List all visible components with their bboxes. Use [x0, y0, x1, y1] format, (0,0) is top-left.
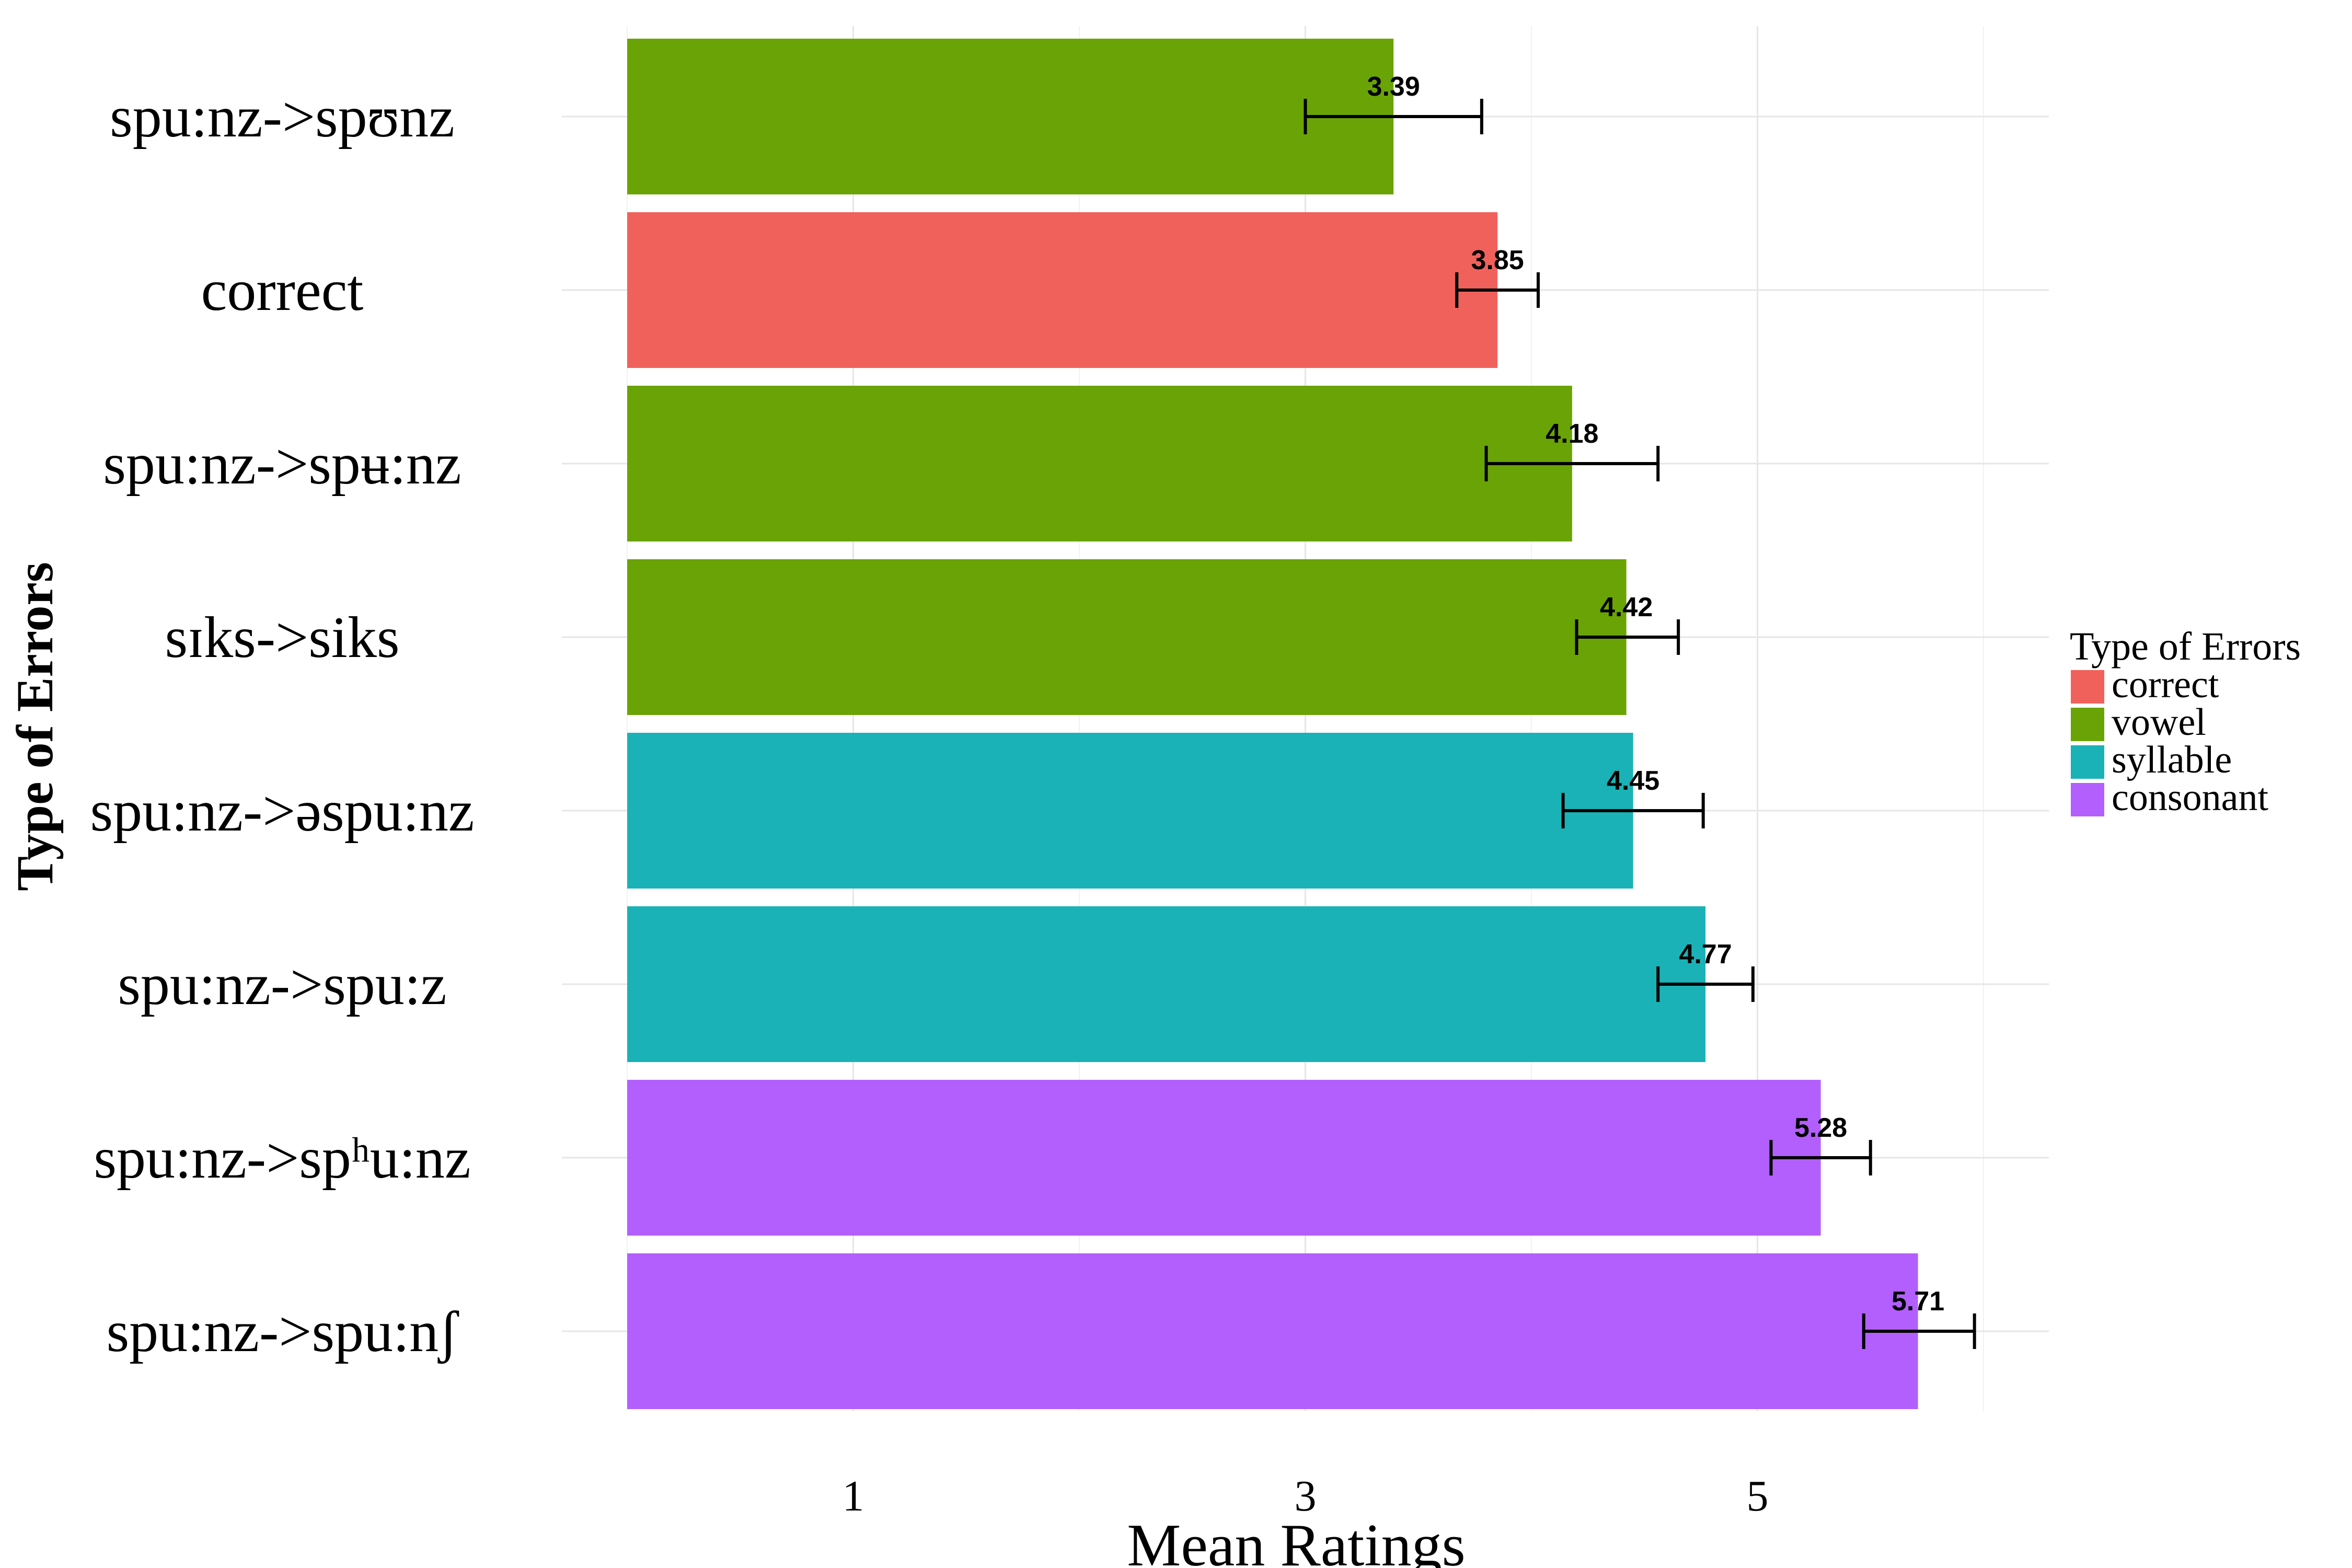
data-label: 5.28	[1794, 1113, 1847, 1143]
data-label: 4.18	[1546, 419, 1598, 449]
error-bars-group	[1304, 99, 1976, 1349]
data-label: 4.42	[1600, 592, 1653, 622]
legend-swatch	[2071, 708, 2104, 741]
category-label: spu:nz->spʊnz	[110, 85, 455, 149]
legend: Type of Errors correctvowelsyllableconso…	[2070, 625, 2301, 819]
legend-label: syllable	[2112, 739, 2232, 781]
bar	[627, 906, 1706, 1062]
legend-swatch	[2071, 670, 2104, 704]
data-labels-group: 3.39 3.85 4.18 4.42 4.45 4.77 5.28 5.71	[1367, 72, 1945, 1317]
category-label: spu:nz->spu:nʃ	[107, 1299, 460, 1364]
x-tick-labels-group: 1 3 5	[843, 1472, 1769, 1520]
data-label: 3.85	[1471, 245, 1524, 275]
data-label: 4.45	[1607, 766, 1659, 796]
bar	[627, 733, 1633, 889]
category-label: spu:nz->spʉ:nz	[103, 432, 461, 497]
bar	[627, 212, 1498, 368]
category-label: spu:nz->əspu:nz	[90, 779, 475, 844]
category-label: sɪks->siks	[165, 605, 399, 670]
bar	[627, 559, 1627, 715]
category-labels-group: spu:nz->spʊnz correct spu:nz->spʉ:nz sɪks->…	[90, 85, 475, 1364]
legend-label: consonant	[2112, 776, 2268, 819]
legend-label: correct	[2112, 663, 2219, 706]
bar	[627, 39, 1394, 194]
bars-group	[627, 39, 1918, 1409]
legend-title: Type of Errors	[2070, 625, 2301, 668]
legend-label: vowel	[2112, 701, 2206, 744]
bar	[627, 386, 1572, 541]
category-label: spu:nz->spu:z	[118, 952, 446, 1017]
x-tick-label: 5	[1747, 1472, 1769, 1520]
bar	[627, 1253, 1918, 1409]
legend-swatch	[2071, 745, 2104, 779]
y-axis-title: Type of Errors	[6, 562, 64, 891]
legend-swatch	[2071, 783, 2104, 816]
data-label: 5.71	[1892, 1286, 1944, 1317]
x-axis-title: Mean Ratings	[1127, 1512, 1466, 1568]
bar	[627, 1080, 1821, 1236]
x-tick-label: 3	[1295, 1472, 1317, 1520]
data-label: 3.39	[1367, 72, 1420, 102]
category-label: spu:nz->spʰu:nz	[94, 1126, 470, 1191]
data-label: 4.77	[1679, 939, 1732, 970]
x-tick-label: 1	[843, 1472, 864, 1520]
category-label: correct	[201, 258, 364, 323]
